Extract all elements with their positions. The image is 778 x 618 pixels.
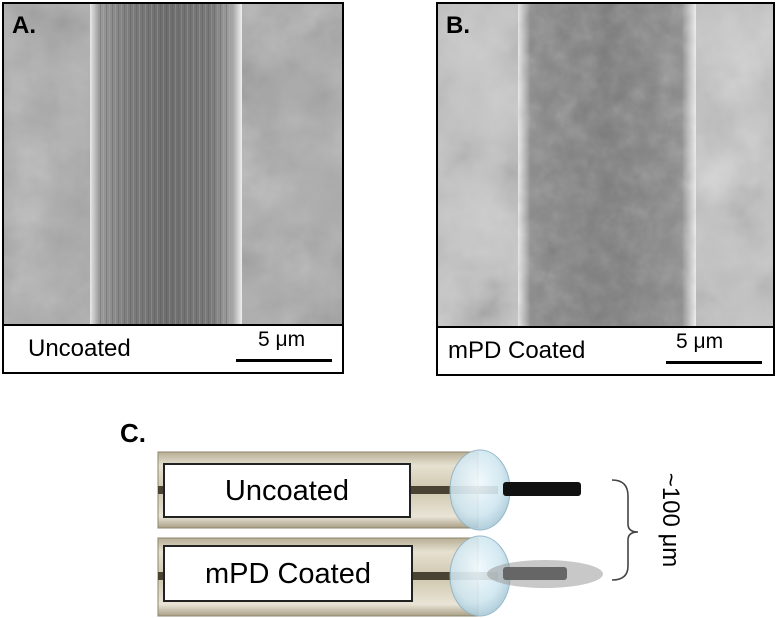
panel-a-letter: A. bbox=[12, 12, 36, 39]
caption-uncoated: Uncoated bbox=[28, 335, 131, 362]
panel-b-letter: B. bbox=[446, 12, 470, 39]
caption-bar-a: Uncoated 5 μm bbox=[4, 324, 342, 372]
scale-bar-b bbox=[666, 361, 762, 364]
caption-bar-b: mPD Coated 5 μm bbox=[438, 326, 773, 374]
probe-label-uncoated: Uncoated bbox=[163, 463, 411, 518]
probe-label-mpd-coated: mPD Coated bbox=[163, 545, 413, 602]
carbon-fiber-uncoated bbox=[503, 482, 581, 496]
panel-c-letter: C. bbox=[120, 418, 146, 448]
sem-image-uncoated bbox=[4, 4, 342, 326]
scale-label-a: 5 μm bbox=[258, 328, 306, 351]
sem-panel-coated: B. mPD Coated 5 μm bbox=[436, 2, 775, 376]
dimension-label: ~100 μm bbox=[657, 472, 684, 568]
sem-image-coated bbox=[438, 4, 773, 328]
scale-bar-a bbox=[236, 359, 332, 362]
sem-panel-uncoated: A. Uncoated 5 μm bbox=[2, 2, 344, 374]
caption-mpd-coated: mPD Coated bbox=[448, 337, 586, 364]
dimension-brace bbox=[611, 479, 639, 581]
carbon-fiber-coated bbox=[503, 567, 567, 580]
scale-label-b: 5 μm bbox=[676, 330, 724, 353]
